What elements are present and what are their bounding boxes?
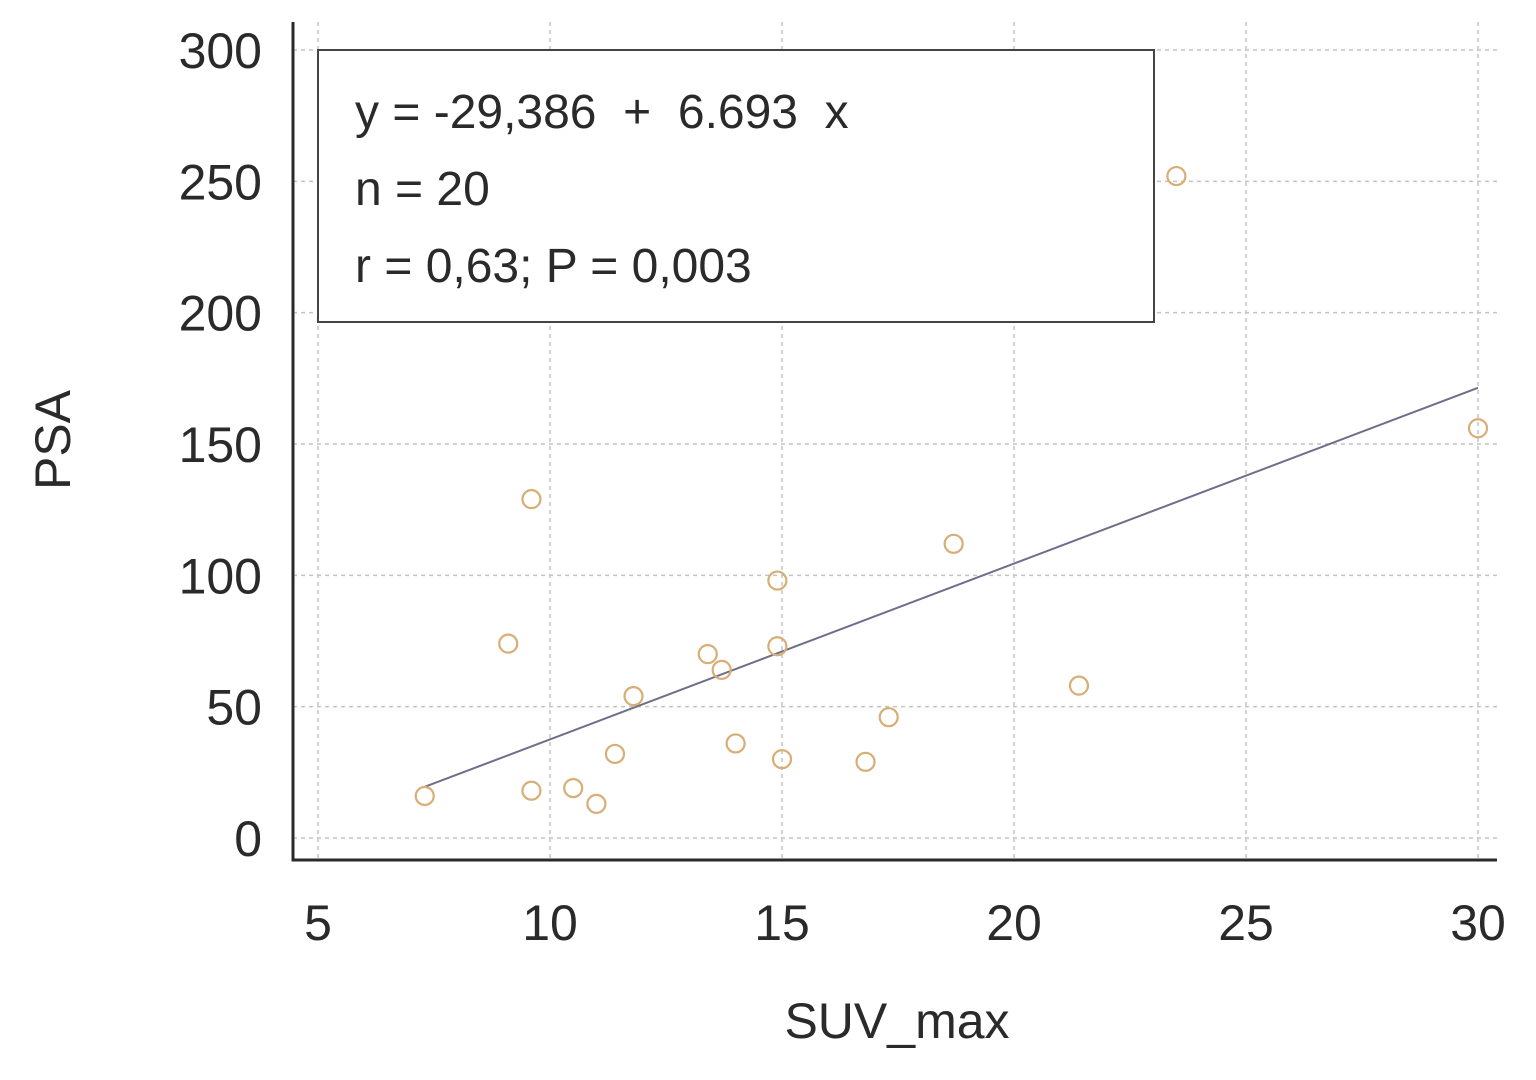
regression-line-group	[424, 386, 1479, 788]
data-point	[1467, 418, 1489, 439]
y-tick-label: 50	[206, 680, 262, 736]
y-tick-label: 250	[179, 154, 262, 210]
data-point	[878, 707, 899, 728]
x-tick-label: 25	[1218, 895, 1274, 951]
data-point	[855, 751, 876, 772]
data-point	[767, 570, 788, 591]
data-point	[771, 749, 793, 770]
data-points	[414, 165, 1489, 814]
annotation-box: y = -29,386 + 6.693 x n = 20 r = 0,63; P…	[317, 49, 1155, 323]
annotation-frame	[317, 49, 1155, 323]
y-tick-label: 200	[179, 286, 262, 342]
sample-size: n = 20	[355, 163, 490, 216]
regression-line	[424, 386, 1479, 788]
x-tick-label: 5	[304, 895, 332, 951]
y-tick-labels: 0 50 100 150 200 250 300	[179, 23, 262, 867]
x-tick-labels: 5 10 15 20 25 30	[304, 895, 1506, 951]
data-point	[623, 686, 644, 707]
data-point	[521, 780, 542, 801]
x-tick-label: 20	[986, 895, 1042, 951]
data-point	[498, 633, 519, 654]
data-point	[1068, 675, 1090, 696]
axes	[291, 22, 1497, 862]
correlation-stats: r = 0,63; P = 0,003	[355, 240, 752, 293]
data-point	[414, 785, 435, 807]
y-tick-label: 0	[234, 811, 262, 867]
x-tick-label: 10	[522, 895, 578, 951]
y-tick-label: 100	[179, 548, 262, 604]
data-point	[725, 733, 746, 754]
axis-frame	[291, 22, 1497, 862]
data-point	[711, 659, 732, 680]
data-point	[521, 489, 542, 510]
data-point	[563, 777, 584, 799]
y-tick-label: 300	[179, 23, 262, 79]
data-point	[767, 636, 788, 657]
data-point	[943, 533, 964, 554]
x-tick-label: 30	[1450, 895, 1506, 951]
x-axis-label: SUV_max	[784, 993, 1009, 1049]
regression-equation: y = -29,386 + 6.693 x	[355, 86, 849, 139]
y-axis-label: PSA	[25, 389, 81, 490]
data-point	[697, 644, 718, 665]
data-point	[604, 743, 626, 765]
x-tick-label: 15	[754, 895, 810, 951]
data-point	[586, 793, 607, 814]
y-tick-label: 150	[179, 417, 262, 473]
data-point	[1166, 165, 1187, 187]
